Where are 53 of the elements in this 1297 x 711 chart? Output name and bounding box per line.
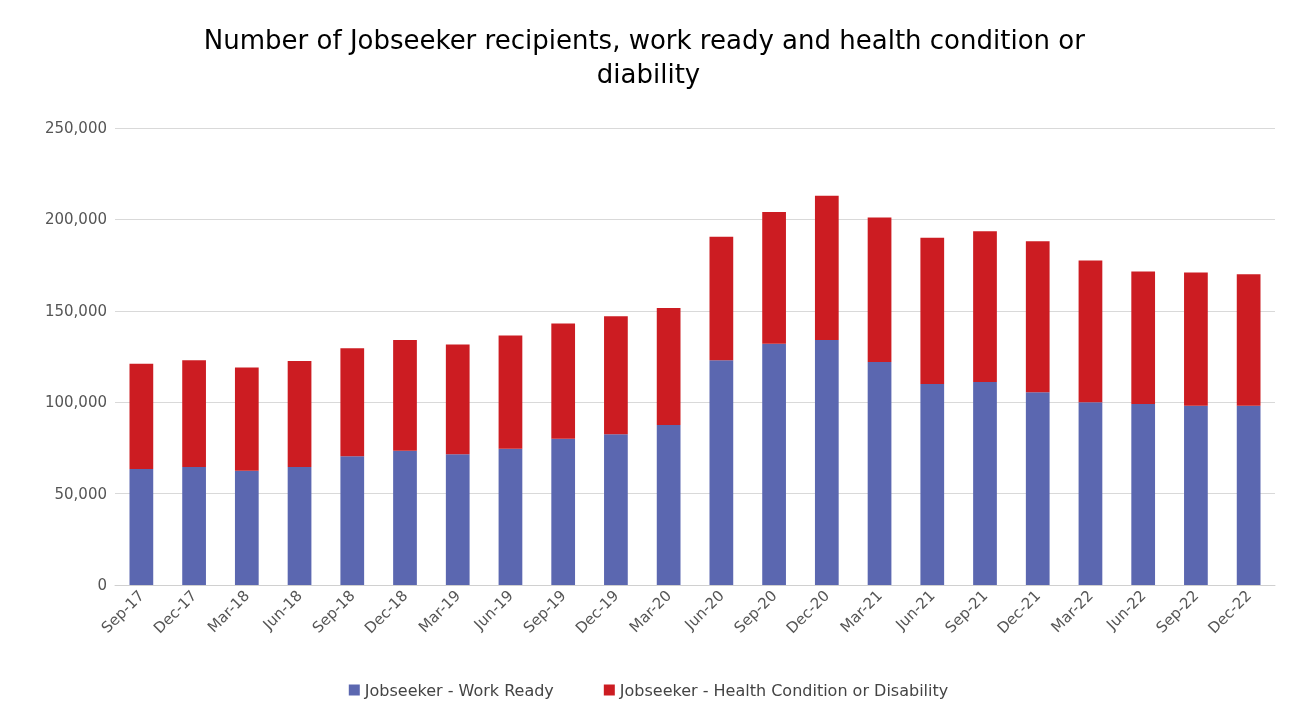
- bar: [656, 425, 681, 585]
- bar: [709, 360, 734, 585]
- legend-label: Jobseeker - Work Ready: [363, 680, 554, 700]
- bar: [287, 467, 312, 585]
- bar: [762, 343, 786, 585]
- bar: [814, 340, 839, 585]
- bar: [920, 237, 945, 384]
- chart-title: Number of Jobseeker recipients, work ready and health condition or diability: [203, 25, 1094, 89]
- bar: [498, 448, 523, 585]
- bar: [551, 438, 576, 585]
- bar: [709, 236, 734, 361]
- bar: [182, 467, 206, 585]
- bar: [182, 360, 206, 468]
- bar: [340, 456, 365, 585]
- bar: [393, 450, 417, 585]
- bar: [920, 383, 945, 585]
- y-tick-label: 0: [97, 576, 107, 594]
- bar: [814, 195, 839, 341]
- bar: [234, 367, 259, 471]
- y-tick-label: 200,000: [44, 210, 107, 229]
- bar: [973, 231, 997, 383]
- bar: [973, 382, 997, 585]
- bar: [551, 323, 576, 439]
- bar: [1025, 241, 1050, 393]
- y-tick-label: 250,000: [44, 119, 107, 137]
- bar: [340, 348, 365, 457]
- bar: [656, 308, 681, 426]
- bar: [1131, 404, 1156, 585]
- bar: [1131, 271, 1156, 405]
- y-tick-label: 100,000: [44, 393, 107, 412]
- bar: [1184, 272, 1208, 406]
- bar: [393, 340, 417, 451]
- bar: [762, 212, 786, 344]
- bar: [1184, 405, 1208, 585]
- bar: [129, 363, 154, 469]
- y-tick-label: 50,000: [54, 484, 107, 503]
- bar: [129, 468, 154, 585]
- bar: [445, 454, 470, 585]
- y-tick-label: 150,000: [44, 301, 107, 320]
- bar: [1078, 260, 1103, 403]
- bar: [604, 434, 628, 585]
- legend-label: Jobseeker - Health Condition or Disability: [618, 680, 949, 700]
- bar: [1236, 274, 1261, 406]
- bar: [604, 316, 628, 435]
- bar: [867, 217, 892, 362]
- bar: [234, 470, 259, 585]
- bar: [287, 361, 312, 468]
- bar: [445, 344, 470, 455]
- bar: [1078, 402, 1103, 585]
- bar: [867, 361, 892, 585]
- bar: [498, 335, 523, 449]
- bar: [1025, 392, 1050, 585]
- bar: [1236, 405, 1261, 585]
